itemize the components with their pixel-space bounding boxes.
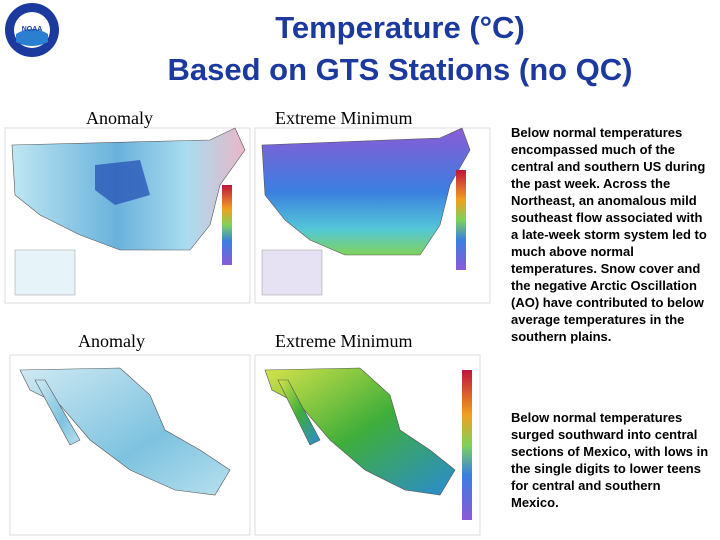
panel-label: Anomaly [78,331,145,351]
panel-label: Extreme Minimum [275,331,413,351]
us-anomaly-map [4,127,251,304]
mexico-extreme-min-map [254,354,481,536]
note: Below normal temperatures surged southwa… [511,410,709,510]
panel-label: Anomaly [86,108,153,128]
logo [5,3,59,57]
mexico-anomaly-map [9,354,251,536]
note: Below normal temperatures encompassed mu… [511,125,707,344]
panel-label: Extreme Minimum [275,108,413,128]
us-extreme-min-map [254,127,491,304]
title: Based on GTS Stations (no QC) [167,52,633,87]
title: Temperature (°C) [275,10,525,45]
logo-text: NOAA [21,26,43,33]
